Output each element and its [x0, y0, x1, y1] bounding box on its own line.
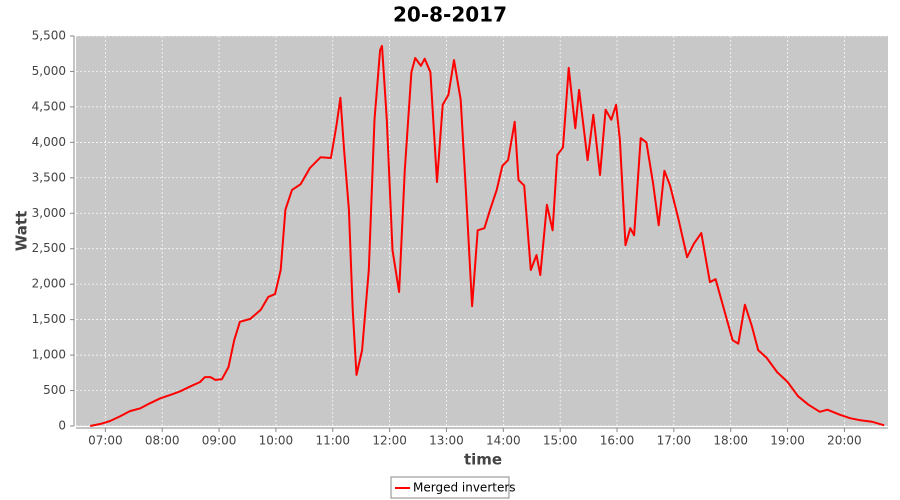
y-tick-label: 4,500: [32, 99, 66, 113]
y-tick-label: 2,500: [32, 241, 66, 255]
x-tick-label: 16:00: [600, 434, 635, 448]
x-tick-label: 12:00: [372, 434, 407, 448]
x-tick-label: 11:00: [315, 434, 350, 448]
x-tick-label: 09:00: [202, 434, 237, 448]
y-tick-label: 5,000: [32, 64, 66, 78]
y-tick-label: 5,500: [32, 29, 66, 43]
x-tick-label: 10:00: [259, 434, 294, 448]
y-tick-label: 4,000: [32, 135, 66, 149]
x-tick-label: 18:00: [713, 434, 748, 448]
x-tick-label: 14:00: [486, 434, 521, 448]
x-tick-label: 07:00: [88, 434, 123, 448]
x-tick-label: 17:00: [657, 434, 692, 448]
x-tick-label: 19:00: [770, 434, 805, 448]
y-tick-label: 0: [58, 419, 66, 433]
x-tick-label: 20:00: [827, 434, 862, 448]
legend-box: [390, 476, 510, 499]
y-tick-label: 3,000: [32, 206, 66, 220]
y-tick-label: 1,500: [32, 312, 66, 326]
y-tick-label: 1,000: [32, 348, 66, 362]
chart-title: 20-8-2017: [393, 3, 507, 27]
series-line: [90, 44, 885, 427]
y-axis-label: Watt: [13, 211, 31, 251]
plot-area: [76, 36, 888, 426]
legend-label: Merged inverters: [413, 481, 516, 495]
x-axis-label: time: [464, 451, 502, 469]
x-tick-label: 15:00: [543, 434, 578, 448]
y-tick-label: 3,500: [32, 170, 66, 184]
y-tick-label: 500: [43, 383, 66, 397]
y-tick-label: 2,000: [32, 277, 66, 291]
x-tick-label: 08:00: [145, 434, 180, 448]
x-tick-label: 13:00: [429, 434, 464, 448]
